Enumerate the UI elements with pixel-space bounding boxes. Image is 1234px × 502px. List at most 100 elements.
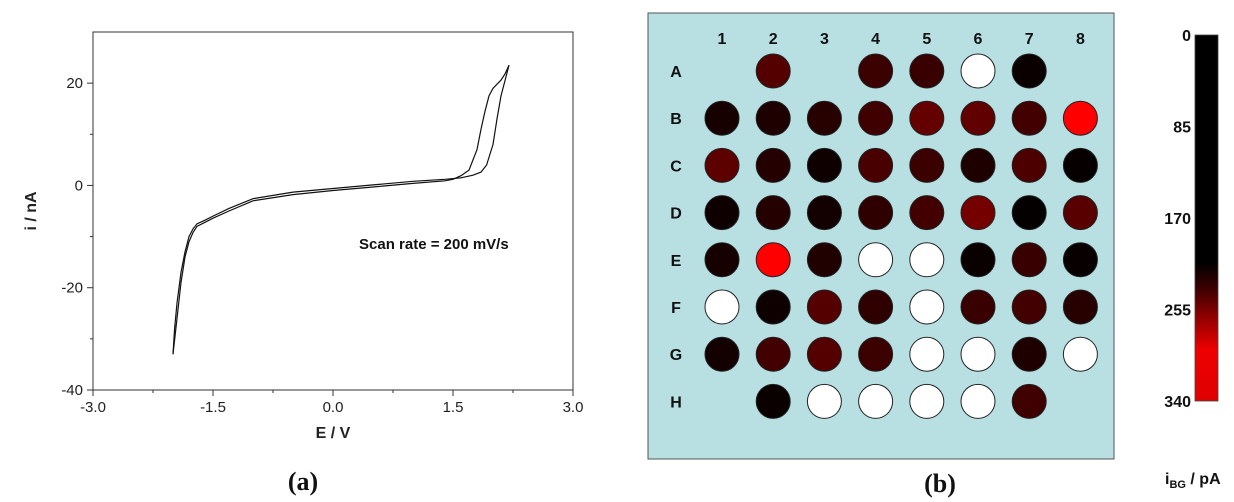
plot-a-frame <box>92 31 574 391</box>
well-G1 <box>704 336 740 372</box>
well-B4 <box>858 100 894 136</box>
well-F8 <box>1062 289 1098 325</box>
x-tick-label: -3.0 <box>80 399 106 416</box>
well-E3 <box>806 242 842 278</box>
well-G2 <box>755 336 791 372</box>
row-headers: A B C D E F G H <box>670 64 682 411</box>
wells <box>704 53 1098 419</box>
x-tick-label: 0.0 <box>323 399 344 416</box>
well-C2 <box>755 147 791 183</box>
well-B8 <box>1062 100 1098 136</box>
row-header: A <box>670 64 682 81</box>
well-B7 <box>1011 100 1047 136</box>
well-C3 <box>806 147 842 183</box>
well-C6 <box>960 147 996 183</box>
well-E6 <box>960 242 996 278</box>
well-E8 <box>1062 242 1098 278</box>
cv-trace-2 <box>172 64 510 355</box>
row-header: E <box>671 253 682 270</box>
colorbar-tick-label: 0 <box>1182 28 1191 45</box>
well-F6 <box>960 289 996 325</box>
panel-a-cv-chart: -3.0 -1.5 0.0 1.5 3.0 -40 -20 0 20 E / V i / nA… <box>23 31 583 496</box>
well-D4 <box>858 195 894 231</box>
well-C5 <box>909 147 945 183</box>
well-H5 <box>909 383 945 419</box>
well-D2 <box>755 195 791 231</box>
column-header: 5 <box>922 31 931 48</box>
well-H7 <box>1011 383 1047 419</box>
well-G4 <box>858 336 894 372</box>
row-header: G <box>670 347 682 364</box>
well-E1 <box>704 242 740 278</box>
column-header: 3 <box>820 31 829 48</box>
well-F3 <box>806 289 842 325</box>
well-H4 <box>858 383 894 419</box>
well-D6 <box>960 195 996 231</box>
y-tick-label: 0 <box>75 177 83 194</box>
well-D5 <box>909 195 945 231</box>
colorbar-tick-label: 85 <box>1173 120 1191 137</box>
well-H2 <box>755 383 791 419</box>
well-F2 <box>755 289 791 325</box>
column-header: 1 <box>718 31 727 48</box>
colorbar-tick-label: 340 <box>1164 394 1191 411</box>
colorbar-label: iBG / pA <box>1165 471 1221 491</box>
well-D1 <box>704 195 740 231</box>
column-header: 4 <box>871 31 880 48</box>
well-H3 <box>806 383 842 419</box>
cv-y-axis-label: i / nA <box>23 191 40 231</box>
colorbar-label-subscript: BG <box>1169 479 1186 491</box>
well-G8 <box>1062 336 1098 372</box>
well-F7 <box>1011 289 1047 325</box>
panel-b-caption: (b) <box>924 469 956 498</box>
cv-y-ticks: -40 -20 0 20 <box>61 75 93 399</box>
well-A6 <box>960 53 996 89</box>
panel-a-caption: (a) <box>288 467 318 496</box>
well-F1 <box>704 289 740 325</box>
well-A4 <box>858 53 894 89</box>
well-F4 <box>858 289 894 325</box>
well-B1 <box>704 100 740 136</box>
well-G5 <box>909 336 945 372</box>
cv-scan-rate-annotation: Scan rate = 200 mV/s <box>359 236 509 253</box>
cv-trace-1 <box>172 65 510 355</box>
row-header: H <box>670 394 682 411</box>
well-D7 <box>1011 195 1047 231</box>
cv-series-group <box>172 64 510 355</box>
well-B2 <box>755 100 791 136</box>
row-header: D <box>670 206 682 223</box>
well-F5 <box>909 289 945 325</box>
well-C7 <box>1011 147 1047 183</box>
y-tick-label: 20 <box>66 75 83 92</box>
well-B6 <box>960 100 996 136</box>
colorbar <box>1194 34 1219 402</box>
row-header: C <box>670 158 682 175</box>
colorbar-tick-label: 255 <box>1164 303 1191 320</box>
well-A7 <box>1011 53 1047 89</box>
y-tick-label: -20 <box>61 280 83 297</box>
well-A2 <box>755 53 791 89</box>
well-C1 <box>704 147 740 183</box>
colorbar-tick-label: 170 <box>1164 211 1191 228</box>
x-tick-label: 3.0 <box>563 399 584 416</box>
row-header: B <box>670 111 682 128</box>
cv-x-ticks: -3.0 -1.5 0.0 1.5 3.0 <box>80 390 583 416</box>
row-header: F <box>671 300 681 317</box>
well-G6 <box>960 336 996 372</box>
well-D3 <box>806 195 842 231</box>
colorbar-ticks: 0 85 170 255 340 <box>1164 28 1191 411</box>
well-A5 <box>909 53 945 89</box>
column-header: 2 <box>769 31 778 48</box>
column-header: 7 <box>1025 31 1034 48</box>
column-headers: 1 2 3 4 5 6 7 8 <box>718 31 1085 48</box>
well-B3 <box>806 100 842 136</box>
column-header: 6 <box>974 31 983 48</box>
well-E5 <box>909 242 945 278</box>
well-E7 <box>1011 242 1047 278</box>
well-E2 <box>755 242 791 278</box>
column-header: 8 <box>1076 31 1085 48</box>
cv-x-axis-label: E / V <box>316 425 351 442</box>
x-tick-label: -1.5 <box>200 399 226 416</box>
